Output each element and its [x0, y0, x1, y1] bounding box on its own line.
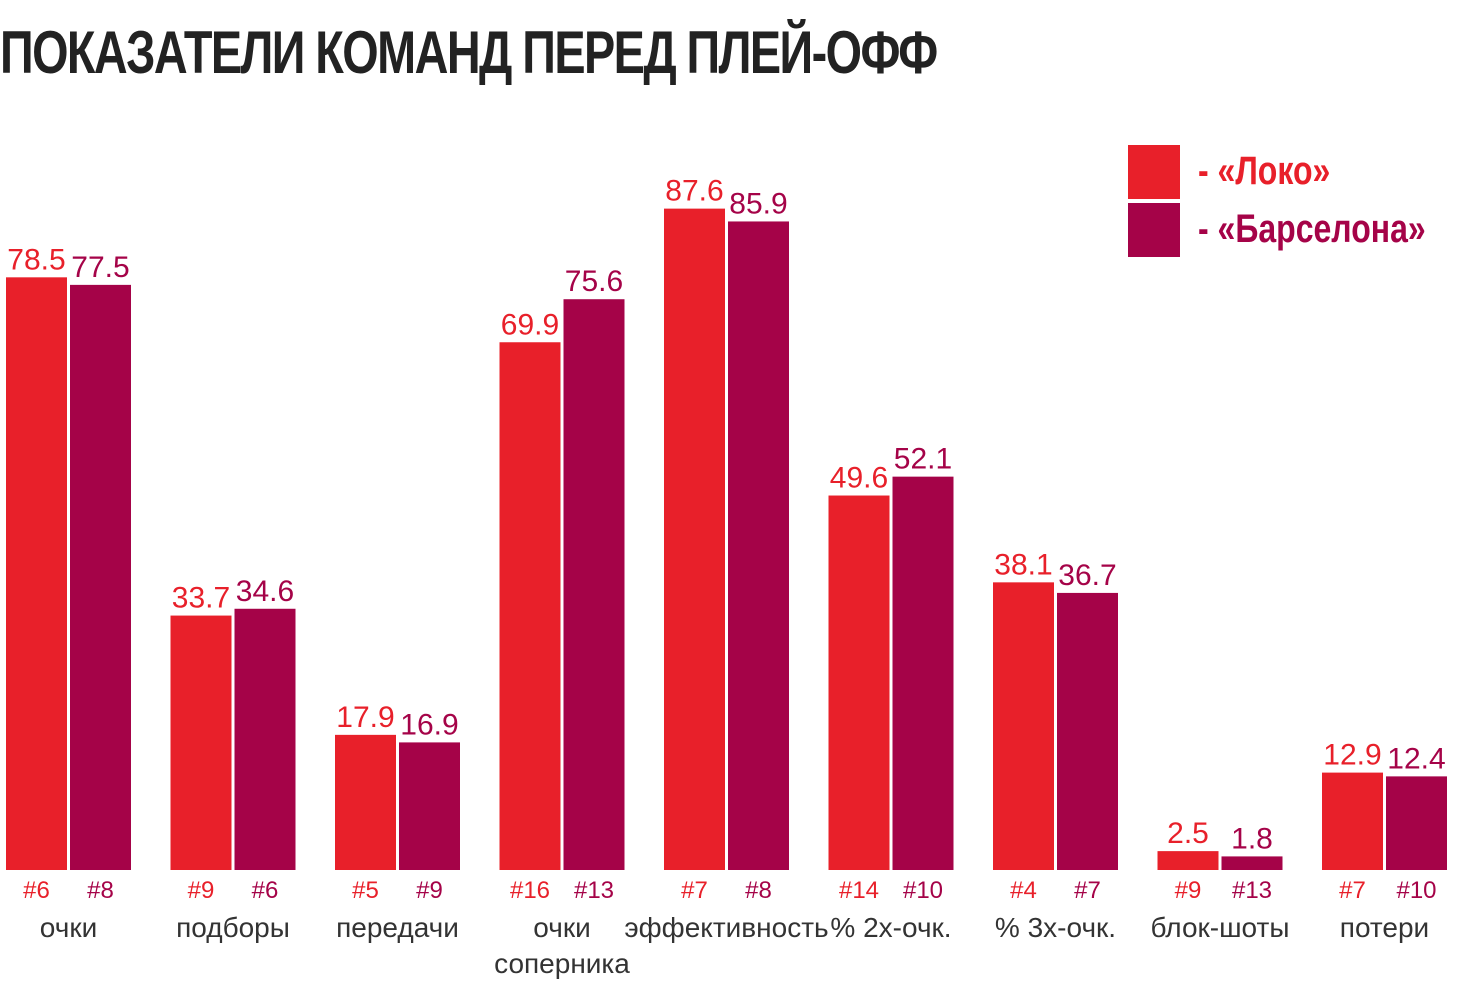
category-label: % 2х-очк.	[830, 912, 951, 943]
bar-loko	[499, 342, 561, 870]
value-label-barcelona: 34.6	[236, 575, 294, 608]
bar-barcelona	[1221, 856, 1283, 870]
rank-label-barcelona: #10	[1396, 877, 1436, 904]
rank-label-barcelona: #8	[745, 877, 772, 904]
value-label-loko: 78.5	[7, 243, 65, 276]
bar-barcelona	[892, 476, 954, 870]
bar-barcelona	[1386, 776, 1447, 870]
category-label: эффективность	[624, 912, 828, 943]
value-label-loko: 49.6	[830, 462, 888, 495]
bar-barcelona	[563, 299, 625, 871]
rank-label-barcelona: #13	[574, 877, 614, 904]
category-label: передачи	[336, 912, 459, 943]
value-label-loko: 17.9	[336, 701, 394, 734]
category-label: блок-шоты	[1151, 912, 1290, 943]
bar-loko	[1322, 772, 1383, 870]
rank-label-loko: #7	[1339, 877, 1366, 904]
category-label: очки	[40, 912, 97, 943]
rank-label-loko: #4	[1010, 877, 1037, 904]
bar-loko	[1157, 851, 1219, 870]
rank-label-barcelona: #10	[903, 877, 943, 904]
legend-label-loko: - «Локо»	[1198, 149, 1331, 193]
bar-loko	[335, 734, 396, 870]
value-label-loko: 12.9	[1323, 739, 1381, 772]
bar-barcelona	[728, 221, 789, 870]
bar-loko	[6, 277, 67, 870]
bar-loko	[170, 615, 232, 870]
value-label-barcelona: 36.7	[1058, 559, 1116, 592]
category-label: потери	[1340, 912, 1429, 943]
rank-label-loko: #9	[1175, 877, 1202, 904]
rank-label-barcelona: #13	[1232, 877, 1272, 904]
value-label-loko: 69.9	[501, 308, 559, 341]
value-label-barcelona: 52.1	[894, 443, 952, 476]
rank-label-loko: #16	[510, 877, 550, 904]
rank-label-loko: #7	[681, 877, 708, 904]
value-label-loko: 33.7	[172, 582, 230, 615]
rank-label-loko: #14	[839, 877, 879, 904]
rank-label-loko: #5	[352, 877, 379, 904]
category-label: соперника	[494, 948, 630, 979]
rank-label-barcelona: #6	[252, 877, 279, 904]
rank-label-barcelona: #7	[1074, 877, 1101, 904]
value-label-loko: 2.5	[1167, 817, 1209, 850]
rank-label-loko: #6	[23, 877, 50, 904]
value-label-loko: 38.1	[994, 548, 1052, 581]
value-label-loko: 87.6	[665, 175, 723, 208]
legend-item-barcelona: - «Барселона»	[1128, 203, 1458, 257]
value-label-barcelona: 75.6	[565, 265, 623, 298]
rank-label-barcelona: #8	[87, 877, 114, 904]
bar-barcelona	[399, 742, 460, 870]
value-label-barcelona: 85.9	[729, 187, 787, 220]
chart-title: ПОКАЗАТЕЛИ КОМАНД ПЕРЕД ПЛЕЙ-ОФФ	[0, 19, 938, 86]
bar-loko	[828, 495, 890, 870]
rank-label-loko: #9	[188, 877, 215, 904]
bar-barcelona	[70, 284, 131, 870]
legend-swatch-loko	[1128, 145, 1180, 199]
value-label-barcelona: 16.9	[400, 708, 458, 741]
category-label: очки	[533, 912, 590, 943]
category-label: подборы	[176, 912, 290, 943]
value-label-barcelona: 12.4	[1387, 742, 1445, 775]
value-label-barcelona: 77.5	[71, 251, 129, 284]
bar-loko	[993, 582, 1054, 870]
legend-swatch-barcelona	[1128, 203, 1180, 257]
legend-item-loko: - «Локо»	[1128, 145, 1458, 199]
legend: - «Локо» - «Барселона»	[1128, 145, 1458, 261]
rank-label-barcelona: #9	[416, 877, 443, 904]
bar-barcelona	[1057, 592, 1118, 870]
bar-barcelona	[234, 608, 296, 870]
value-label-barcelona: 1.8	[1231, 822, 1273, 855]
bar-loko	[664, 208, 725, 870]
legend-label-barcelona: - «Барселона»	[1198, 207, 1426, 251]
category-label: % 3х-очк.	[995, 912, 1116, 943]
